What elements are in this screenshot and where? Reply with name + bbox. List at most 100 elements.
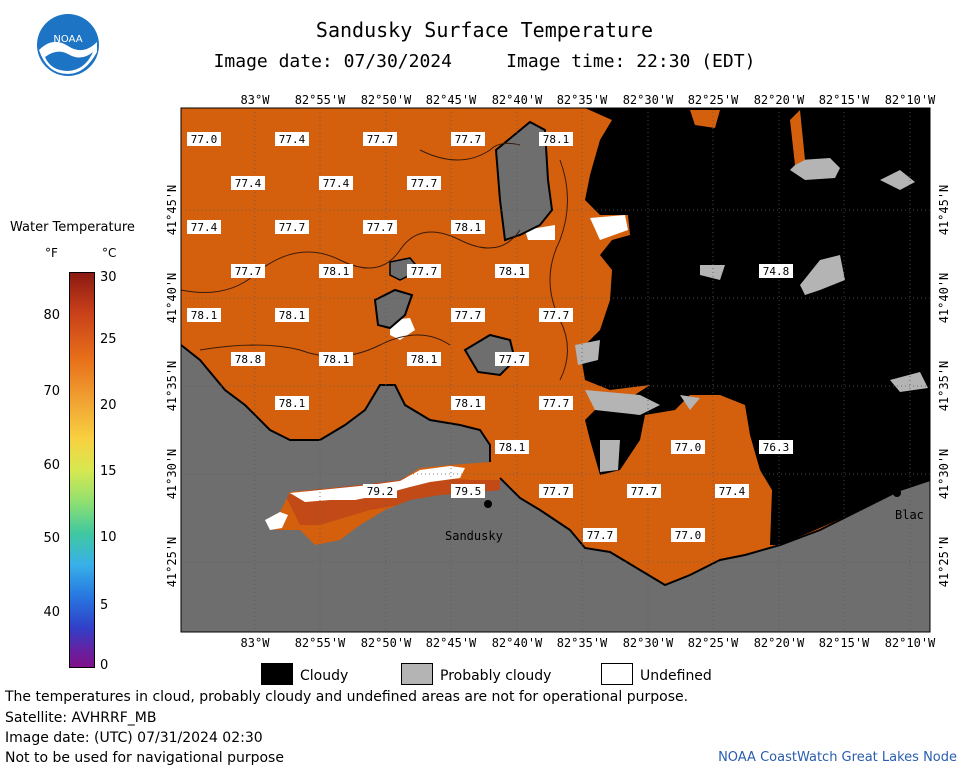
water-gap xyxy=(790,110,805,165)
lon-label: 82°40'W xyxy=(492,636,543,650)
land-area xyxy=(181,345,930,632)
undefined-shore xyxy=(265,512,288,530)
unit-celsius: °C xyxy=(102,246,117,260)
celsius-tick: 5 xyxy=(100,598,109,613)
lat-label: 41°35'N xyxy=(937,361,951,412)
temperature-label-bg xyxy=(451,132,485,146)
temperature-label-bg xyxy=(275,132,309,146)
lon-label: 82°35'W xyxy=(557,636,608,650)
celsius-tick: 0 xyxy=(100,658,109,673)
temperature-label-bg xyxy=(495,352,529,366)
temperature-label-bg xyxy=(495,264,529,278)
temperature-label-bg xyxy=(319,352,353,366)
temperature-label-bg xyxy=(275,308,309,322)
lon-label: 83°W xyxy=(241,93,271,107)
lon-label: 82°25'W xyxy=(688,93,739,107)
fahrenheit-tick: 50 xyxy=(43,531,60,546)
temperature-value: 78.1 xyxy=(323,265,350,278)
probably-cloudy-patch xyxy=(800,255,845,295)
lon-label: 82°25'W xyxy=(688,636,739,650)
temperature-label-bg xyxy=(407,264,441,278)
temperature-label-bg xyxy=(187,132,221,146)
temperature-label-bg xyxy=(539,484,573,498)
probably-cloudy-patch xyxy=(890,372,928,392)
celsius-tick: 30 xyxy=(100,270,117,285)
lat-labels-left: 41°45'N 41°40'N 41°35'N 41°30'N 41°25'N xyxy=(165,185,179,588)
lat-label: 41°45'N xyxy=(937,185,951,236)
temperature-value: 78.1 xyxy=(191,309,218,322)
temperature-label-bg xyxy=(715,484,749,498)
temperature-value: 77.0 xyxy=(675,529,702,542)
lon-label: 82°10'W xyxy=(885,93,936,107)
probably-cloudy-patch xyxy=(700,265,725,280)
temperature-label-bg xyxy=(451,396,485,410)
lat-labels-right: 41°45'N 41°40'N 41°35'N 41°30'N 41°25'N xyxy=(937,185,951,588)
temperature-label-bg xyxy=(495,440,529,454)
temperature-value: 77.7 xyxy=(499,353,526,366)
temperature-value: 77.4 xyxy=(719,485,746,498)
temperature-label-bg xyxy=(363,484,397,498)
temperature-value: 77.7 xyxy=(543,485,570,498)
island xyxy=(373,288,414,330)
lon-label: 82°15'W xyxy=(819,636,870,650)
legend-undefined-label: Undefined xyxy=(640,668,712,684)
temperature-label-bg xyxy=(231,352,265,366)
temperature-label-bg xyxy=(407,176,441,190)
nav-warning-text: Not to be used for navigational purpose xyxy=(5,750,284,766)
legend-probably-cloudy-swatch xyxy=(401,663,433,685)
utc-date-text: Image date: (UTC) 07/31/2024 02:30 xyxy=(5,730,263,746)
lat-label: 41°45'N xyxy=(165,185,179,236)
probably-cloudy-patch xyxy=(680,395,700,410)
temperature-value: 78.1 xyxy=(499,441,526,454)
noaa-logo-icon: NOAA xyxy=(37,14,99,76)
probably-cloudy-patch xyxy=(600,440,620,472)
celsius-tick: 25 xyxy=(100,332,117,347)
temperature-value: 78.1 xyxy=(499,265,526,278)
legend-probably-cloudy-label: Probably cloudy xyxy=(440,668,552,684)
temperature-label-bg xyxy=(671,528,705,542)
map-title: Sandusky Surface Temperature xyxy=(315,18,654,42)
lat-label: 41°30'N xyxy=(165,449,179,500)
celsius-tick: 15 xyxy=(100,464,117,479)
temperature-label-bg xyxy=(407,352,441,366)
temperature-label-bg xyxy=(539,308,573,322)
temperature-label-bg xyxy=(187,220,221,234)
map-grid xyxy=(181,108,930,632)
temperature-label-bg xyxy=(759,440,793,454)
temperature-labels: 77.0 77.4 77.7 77.7 78.1 77.4 77.4 77.7 77.4 77.7… xyxy=(187,132,793,542)
credit-text: NOAA CoastWatch Great Lakes Node xyxy=(718,750,957,765)
lon-label: 82°50'W xyxy=(361,636,412,650)
temperature-value: 78.1 xyxy=(455,397,482,410)
temperature-value: 77.4 xyxy=(323,177,350,190)
unit-fahrenheit: °F xyxy=(45,246,58,260)
temperature-value: 78.1 xyxy=(543,133,570,146)
cloud-area xyxy=(580,108,930,545)
lon-labels-bottom: 83°W 82°55'W 82°50'W 82°45'W 82°40'W 82°35'W 8… xyxy=(241,636,937,650)
temperature-value: 77.7 xyxy=(411,177,438,190)
place-name: Sandusky xyxy=(445,529,503,543)
probably-cloudy-patch xyxy=(575,340,600,365)
temperature-value: 76.3 xyxy=(763,441,790,454)
temperature-label-bg xyxy=(627,484,661,498)
temperature-label-bg xyxy=(231,176,265,190)
temperature-label-bg xyxy=(363,220,397,234)
place-name: Blac xyxy=(895,508,924,522)
lon-label: 82°40'W xyxy=(492,93,543,107)
temperature-value: 77.7 xyxy=(279,221,306,234)
temperature-label-bg xyxy=(539,396,573,410)
lon-label: 82°30'W xyxy=(623,636,674,650)
temperature-label-bg xyxy=(759,264,793,278)
temperature-value: 77.4 xyxy=(235,177,262,190)
celsius-tick: 10 xyxy=(100,530,117,545)
probably-cloudy-patch xyxy=(585,390,660,415)
temperature-value: 74.8 xyxy=(763,265,790,278)
lon-label: 82°55'W xyxy=(295,93,346,107)
temperature-value: 77.7 xyxy=(631,485,658,498)
lon-label: 82°45'W xyxy=(426,636,477,650)
place-labels: Sandusky Blac xyxy=(445,508,924,543)
legend-undefined-swatch xyxy=(601,663,633,685)
satellite-text: Satellite: AVHRRF_MB xyxy=(5,710,157,726)
temperature-label-bg xyxy=(363,132,397,146)
kelleys-island xyxy=(494,120,554,242)
temperature-value: 77.7 xyxy=(455,309,482,322)
